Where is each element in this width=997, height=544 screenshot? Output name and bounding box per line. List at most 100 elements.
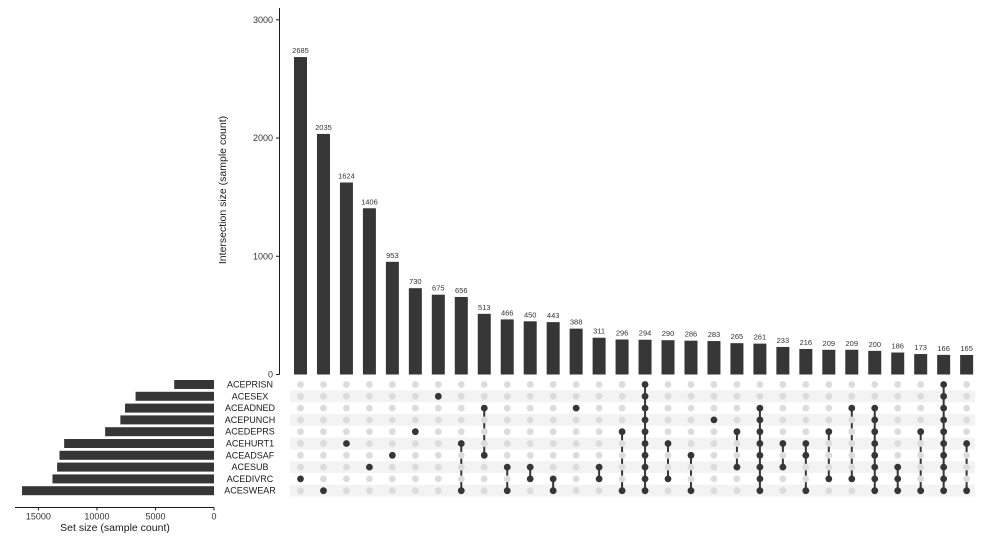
matrix-stripe [290, 461, 975, 473]
set-size-bar [59, 450, 214, 460]
matrix-dot-inactive [687, 475, 695, 483]
matrix-dot-inactive [343, 451, 350, 459]
matrix-dot-inactive [802, 463, 810, 471]
matrix-dot-inactive [388, 487, 396, 495]
matrix-dot-inactive [894, 416, 902, 424]
intersection-bar-label: 216 [800, 338, 813, 347]
intersection-bar-labels: 2685 2035 1624 1406 953 730 675 656 513 466 450 443… [292, 46, 973, 353]
matrix-dot-inactive [894, 440, 902, 447]
matrix-dot-inactive [411, 487, 419, 495]
matrix-dot-inactive [595, 428, 603, 436]
intersection-bar [937, 354, 951, 375]
matrix-dot-inactive [848, 451, 856, 459]
matrix-dot-inactive [917, 440, 925, 447]
matrix-dot-active [963, 487, 971, 495]
matrix-dot-inactive [779, 428, 787, 436]
set-size-bar [125, 403, 214, 413]
matrix-dot-active [641, 487, 649, 495]
matrix-dot-active [871, 451, 879, 459]
intersection-bar-label: 283 [708, 330, 721, 339]
intersection-bar [546, 322, 560, 375]
matrix-dot-inactive [733, 392, 741, 400]
matrix-dot-active [641, 392, 649, 400]
matrix-dot-inactive [366, 404, 373, 412]
matrix-dot-inactive [549, 416, 557, 424]
matrix-dot-inactive [894, 428, 902, 436]
matrix-dot-inactive [297, 487, 304, 495]
matrix-dot-inactive [457, 451, 465, 459]
matrix-dot-inactive [366, 487, 373, 495]
intersection-bar-label: 166 [937, 344, 950, 353]
matrix-dot-inactive [779, 381, 787, 388]
set-size-bar [174, 380, 214, 389]
matrix-dot-active [297, 475, 304, 483]
matrix-dot-active [756, 487, 764, 495]
matrix-dot-inactive [733, 404, 741, 412]
matrix-dot-inactive [366, 475, 373, 483]
intersection-bar [684, 340, 698, 375]
intersection-bar [294, 57, 307, 375]
matrix-dot-active [480, 404, 488, 412]
matrix-dot-inactive [825, 451, 833, 459]
matrix-dot-inactive [343, 392, 350, 400]
matrix-dot-inactive [618, 381, 626, 388]
set-name-label: ACEPRISN [227, 380, 273, 390]
intersection-y-axis: 0 1000 2000 3000 [253, 8, 280, 380]
intersection-bar [914, 354, 928, 375]
matrix-dot-active [549, 487, 557, 495]
set-name-label: ACEPUNCH [225, 415, 276, 425]
matrix-dot-inactive [320, 428, 327, 436]
matrix-dot-inactive [388, 440, 396, 447]
intersection-bar [730, 343, 744, 375]
matrix-dot-inactive [457, 416, 465, 424]
intersection-bar-label: 513 [478, 303, 491, 312]
matrix-dot-active [366, 463, 373, 471]
matrix-dot-inactive [618, 392, 626, 400]
matrix-dot-inactive [526, 428, 534, 436]
matrix-dot-active [388, 451, 396, 459]
matrix-dot-inactive [434, 475, 442, 483]
matrix-dot-inactive [549, 463, 557, 471]
matrix-dot-inactive [664, 416, 672, 424]
matrix-dot-active [434, 392, 442, 400]
matrix-dot-inactive [917, 463, 925, 471]
matrix-dot-active [940, 440, 948, 447]
matrix-dot-inactive [503, 451, 511, 459]
intersection-bar-label: 443 [547, 311, 560, 320]
matrix-dot-active [802, 487, 810, 495]
matrix-dot-inactive [664, 392, 672, 400]
intersection-bar-label: 1624 [338, 172, 355, 181]
matrix-dot-inactive [572, 463, 580, 471]
matrix-dot-inactive [343, 404, 350, 412]
matrix-dot-inactive [848, 381, 856, 388]
intersection-bar [500, 319, 514, 375]
matrix-dot-inactive [618, 404, 626, 412]
matrix-dot-inactive [687, 392, 695, 400]
intersection-bar-label: 311 [593, 327, 605, 336]
matrix-dot-inactive [320, 392, 327, 400]
matrix-dot-active [779, 440, 787, 447]
matrix-dot-active [825, 428, 833, 436]
matrix-dot-inactive [917, 451, 925, 459]
matrix-dot-inactive [618, 463, 626, 471]
intersection-bar-label: 186 [891, 342, 904, 351]
matrix-dot-active [871, 475, 879, 483]
set-name-label: ACESUB [231, 462, 268, 472]
matrix-dot-active [457, 487, 465, 495]
y-tick-label: 3000 [253, 15, 273, 25]
matrix-dot-inactive [457, 463, 465, 471]
matrix-dot-inactive [710, 463, 718, 471]
intersection-bar-label: 261 [754, 333, 767, 342]
matrix-dot-active [871, 428, 879, 436]
matrix-dot-inactive [343, 381, 350, 388]
set-name-label: ACEDIVRC [227, 474, 274, 484]
intersection-bar [569, 328, 583, 375]
matrix-dot-inactive [733, 487, 741, 495]
matrix-dot-inactive [733, 451, 741, 459]
matrix-dot-inactive [366, 392, 373, 400]
matrix-dot-inactive [825, 440, 833, 447]
matrix-dot-inactive [297, 451, 304, 459]
intersection-bar [523, 321, 537, 375]
matrix-dot-inactive [687, 381, 695, 388]
matrix-dot-active [572, 404, 580, 412]
